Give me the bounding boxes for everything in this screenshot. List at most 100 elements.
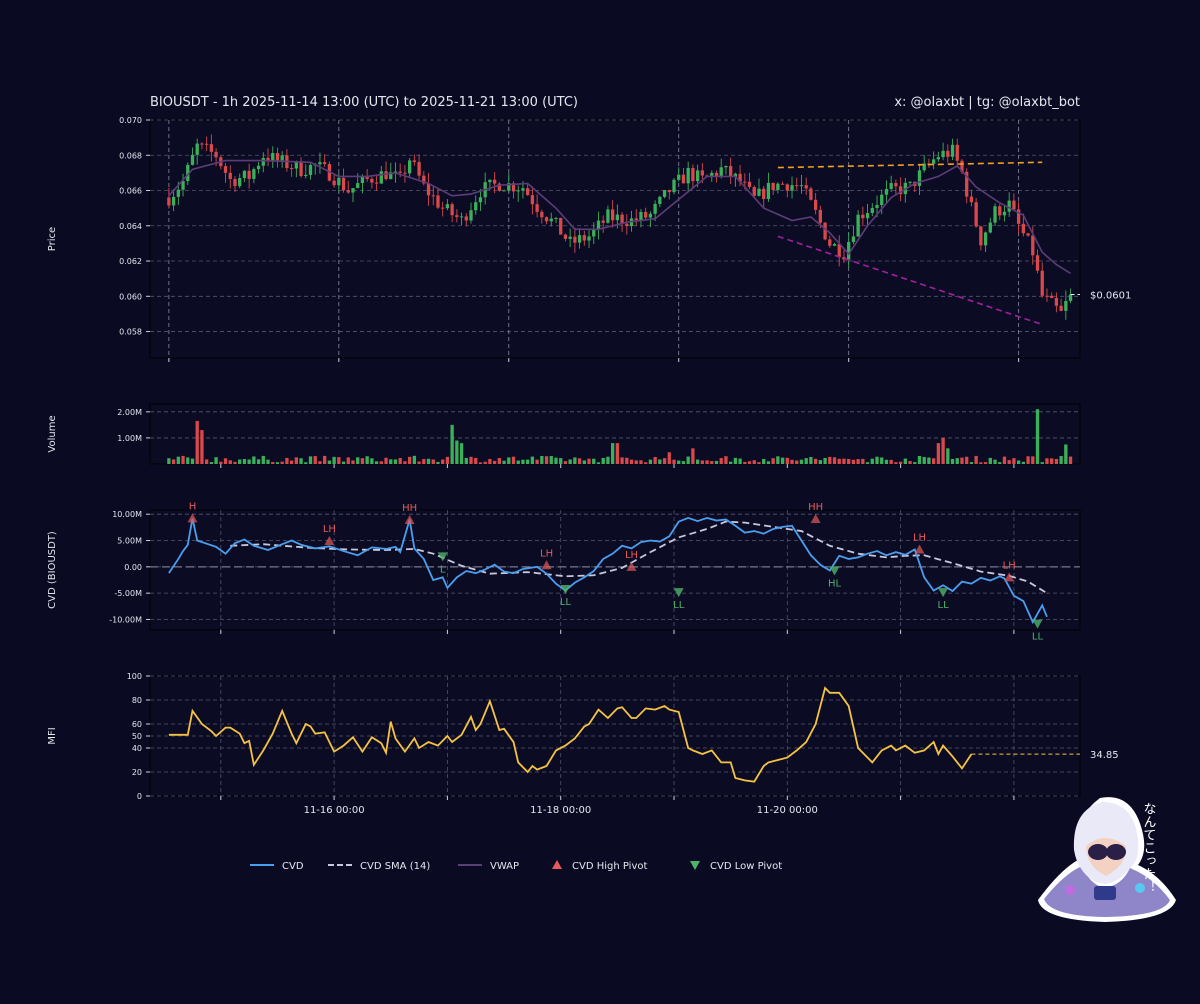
- volume-bar: [455, 440, 459, 464]
- candle-body: [677, 174, 681, 180]
- volume-bar: [422, 459, 426, 464]
- candle-body: [658, 196, 662, 204]
- candle-body: [1040, 270, 1044, 296]
- volume-bar: [332, 456, 336, 464]
- cvd-pivot-label: L: [440, 564, 446, 575]
- volume-bar: [936, 443, 941, 464]
- candle-body: [266, 157, 270, 162]
- candle-body: [195, 143, 199, 155]
- volume-bar: [389, 459, 393, 464]
- candle-body: [563, 234, 568, 239]
- cvd-ytick-label: 10.00M: [112, 510, 142, 519]
- volume-bar: [271, 462, 275, 464]
- volume-bar: [478, 462, 483, 464]
- volume-bar: [913, 462, 917, 464]
- volume-bar: [535, 459, 539, 464]
- candle-body: [417, 162, 421, 176]
- candle-body: [389, 172, 393, 180]
- candle-body: [762, 188, 766, 199]
- candle-body: [436, 195, 440, 208]
- candle-body: [1031, 235, 1035, 256]
- volume-bar: [941, 437, 945, 464]
- candle-body: [653, 203, 657, 214]
- volume-bar: [252, 456, 256, 464]
- candle-body: [898, 186, 903, 195]
- candle-body: [308, 164, 313, 175]
- volume-bar: [450, 424, 454, 464]
- volume-bar: [672, 459, 676, 464]
- candle-body: [691, 167, 695, 182]
- candle-body: [950, 144, 955, 157]
- price-panel: [149, 119, 1081, 359]
- cvd-pivot-label: LH: [625, 550, 638, 561]
- candle-body: [596, 220, 601, 229]
- candle-body: [804, 185, 808, 189]
- candle-body: [441, 207, 445, 209]
- volume-bar: [563, 461, 568, 464]
- volume-bar: [568, 459, 572, 464]
- volume-bar: [511, 456, 516, 464]
- volume-bar: [634, 460, 638, 464]
- cvd-low-pivot-marker: [673, 588, 684, 598]
- volume-bar: [813, 458, 818, 464]
- volume-bar: [762, 459, 766, 464]
- volume-bar: [889, 459, 893, 464]
- cvd-ylabel: CVD (BIOUSDT): [47, 531, 58, 609]
- candle-body: [606, 209, 610, 223]
- mfi-ytick-label: 50: [132, 732, 142, 741]
- volume-bar: [1054, 458, 1059, 464]
- volume-bar: [464, 457, 468, 464]
- candle-body: [346, 190, 350, 193]
- candle-body: [577, 235, 582, 243]
- cvd-pivot-label: LL: [938, 600, 950, 611]
- candle-body: [223, 166, 228, 173]
- volume-bar: [403, 461, 407, 464]
- last-price-label: $0.0601: [1090, 291, 1131, 302]
- volume-bar: [242, 459, 247, 464]
- volume-bar: [417, 461, 421, 464]
- candle-body: [497, 183, 501, 191]
- volume-bar: [875, 456, 879, 464]
- candle-body: [370, 178, 374, 183]
- volume-bar: [629, 459, 634, 464]
- candle-body: [634, 218, 638, 221]
- volume-bar: [502, 460, 506, 464]
- mfi-ytick-label: 40: [132, 744, 142, 753]
- candle-body: [502, 190, 506, 192]
- volume-bar: [426, 458, 431, 464]
- candle-body: [847, 242, 851, 260]
- candle-body: [530, 195, 535, 205]
- volume-bar: [719, 458, 723, 464]
- vol-ylabel: Volume: [47, 415, 58, 452]
- candle-body: [832, 244, 837, 246]
- cvd-high-pivot-marker: [626, 561, 637, 571]
- volume-bar: [785, 457, 789, 464]
- volume-bar: [398, 458, 402, 464]
- volume-bar: [304, 462, 308, 464]
- volume-bar: [554, 457, 558, 464]
- volume-bar: [1021, 461, 1026, 464]
- volume-bar: [407, 456, 412, 464]
- candle-body: [790, 185, 794, 191]
- volume-bar: [261, 455, 265, 464]
- support-trendline: [777, 235, 1043, 326]
- volume-bar: [615, 443, 620, 464]
- volume-bar: [559, 458, 563, 464]
- vol-panel: [149, 403, 1081, 465]
- volume-bar: [181, 455, 185, 464]
- cvd-pivot-label: HH: [402, 503, 417, 514]
- volume-bar: [950, 458, 955, 464]
- cvd-ytick-label: -10.00M: [109, 615, 142, 624]
- candle-body: [743, 181, 747, 183]
- volume-bar: [483, 461, 487, 464]
- volume-bar: [436, 461, 440, 464]
- volume-bar: [870, 458, 874, 464]
- candle-body: [341, 177, 346, 191]
- volume-bar: [662, 458, 667, 464]
- candle-body: [771, 182, 775, 191]
- candle-body: [983, 232, 988, 246]
- cvd-high-pivot-marker: [404, 515, 415, 524]
- volume-bar: [809, 457, 813, 464]
- cvd-low-pivot-marker: [938, 588, 949, 598]
- legend-item: VWAP: [458, 861, 519, 872]
